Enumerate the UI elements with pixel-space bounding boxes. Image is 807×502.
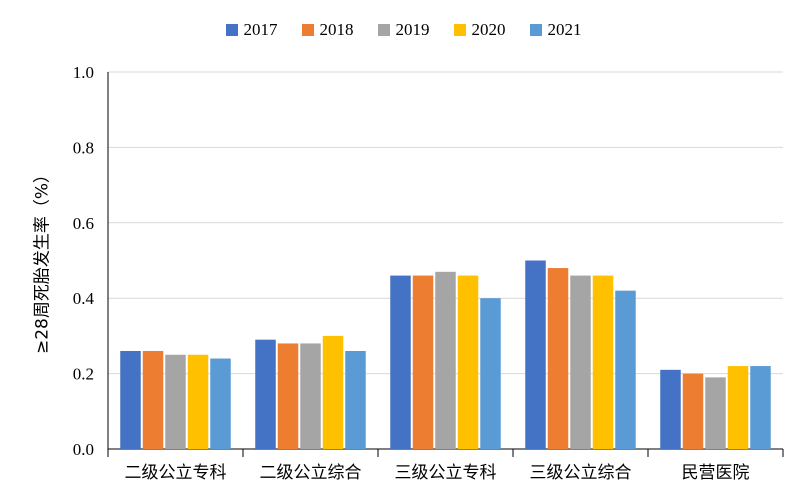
bar-2018	[682, 373, 704, 449]
bar-2021	[750, 366, 771, 449]
bar-2019	[705, 377, 726, 449]
legend-swatch-2021	[529, 24, 542, 36]
chart-legend: 2017 2018 2019 2020 2021	[0, 16, 807, 44]
legend-item-2018: 2018	[301, 20, 354, 40]
bar-2018	[412, 275, 434, 449]
bar-2020	[592, 275, 614, 449]
y-tick-label: 0.0	[73, 440, 94, 459]
legend-label-2018: 2018	[319, 20, 354, 39]
bar-2019	[165, 354, 186, 449]
x-tick-label: 三级公立专科	[395, 463, 497, 483]
bar-2018	[277, 343, 299, 449]
bar-2020	[727, 366, 749, 449]
y-tick-label: 1.0	[73, 63, 94, 82]
bar-2021	[345, 350, 366, 449]
bar-2017	[390, 275, 411, 449]
bar-2017	[525, 260, 546, 449]
bar-2018	[142, 350, 164, 449]
bar-2019	[435, 271, 456, 449]
bar-2020	[322, 335, 344, 449]
bar-2021	[615, 290, 636, 449]
legend-label-2021: 2021	[547, 20, 582, 39]
x-tick-label: 民营医院	[682, 463, 750, 483]
x-tick-label: 三级公立综合	[530, 463, 632, 483]
legend-label-2019: 2019	[395, 20, 430, 39]
legend-item-2021: 2021	[529, 20, 582, 40]
y-tick-label: 0.6	[73, 214, 94, 233]
bar-2021	[480, 298, 501, 449]
bar-2017	[660, 369, 681, 449]
legend-item-2017: 2017	[225, 20, 278, 40]
x-tick-label: 二级公立专科	[125, 463, 227, 483]
y-tick-label: 0.4	[73, 289, 95, 308]
legend-label-2020: 2020	[471, 20, 506, 39]
bar-2017	[255, 339, 276, 449]
bar-2021	[210, 358, 231, 449]
x-tick-label: 二级公立综合	[260, 463, 362, 483]
legend-item-2019: 2019	[377, 20, 430, 40]
legend-swatch-2017	[225, 24, 238, 36]
bar-2020	[187, 354, 209, 449]
legend-swatch-2019	[377, 24, 390, 36]
bar-2017	[120, 350, 141, 449]
y-tick-label: 0.2	[73, 365, 94, 384]
legend-swatch-2020	[453, 24, 466, 36]
y-tick-label: 0.8	[73, 138, 94, 157]
legend-swatch-2018	[301, 24, 314, 36]
bar-2019	[300, 343, 321, 449]
bar-2018	[547, 268, 569, 449]
legend-label-2017: 2017	[243, 20, 278, 39]
bar-2019	[570, 275, 591, 449]
bar-2020	[457, 275, 479, 449]
legend-item-2020: 2020	[453, 20, 506, 40]
